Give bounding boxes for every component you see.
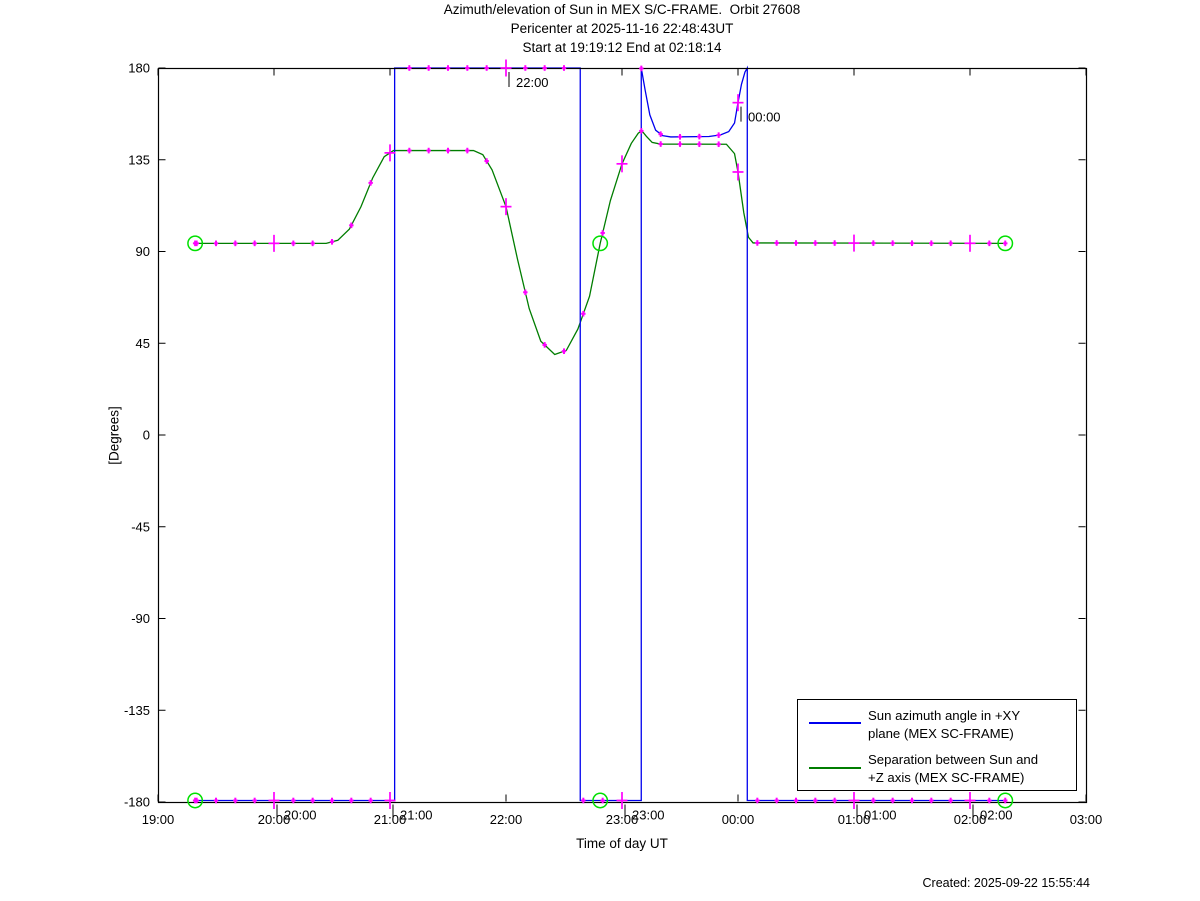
hour-annotation-label: 21:00 <box>400 808 433 823</box>
hour-annotation-label: 02:00 <box>980 808 1013 823</box>
azimuth-line <box>195 65 1006 802</box>
axis-box <box>157 67 1088 804</box>
event-circle-azimuth <box>187 792 204 809</box>
x-tick-label: 02:00 <box>954 812 987 827</box>
y-tick-label: 0 <box>143 428 150 443</box>
chart-subtitle-pericenter: Pericenter at 2025-11-16 22:48:43UT <box>510 21 734 36</box>
created-timestamp: Created: 2025-09-22 15:55:44 <box>922 876 1091 890</box>
legend-box: Sun azimuth angle in +XY plane (MEX SC-F… <box>797 699 1077 791</box>
x-axis-label: Time of day UT <box>576 836 668 851</box>
legend-azimuth-label: Sun azimuth angle in +XY plane (MEX SC-F… <box>868 707 1020 742</box>
x-tick-label: 01:00 <box>838 812 871 827</box>
event-circle-separation <box>592 235 609 252</box>
y-tick-label: -45 <box>131 519 150 534</box>
event-circle-separation <box>187 235 204 252</box>
x-tick-label: 23:00 <box>606 812 639 827</box>
hour-annotation-label: 01:00 <box>864 808 897 823</box>
x-tick-label: 20:00 <box>258 812 291 827</box>
hour-annotation-label: 23:00 <box>632 808 665 823</box>
x-tick-label: 19:00 <box>142 812 175 827</box>
hour-annotation-label: 00:00 <box>748 110 781 125</box>
legend-separation-label-line2: +Z axis (MEX SC-FRAME) <box>868 769 1025 785</box>
y-tick-label: -135 <box>124 703 150 718</box>
x-tick-label: 22:00 <box>490 812 523 827</box>
y-tick-label: 135 <box>128 152 150 167</box>
event-circle-azimuth <box>592 792 609 809</box>
event-circle-separation <box>997 235 1014 252</box>
event-circle-azimuth <box>997 792 1014 809</box>
legend-separation-line-sample <box>809 767 861 769</box>
legend-azimuth-line-sample <box>809 722 861 724</box>
y-tick-label: -90 <box>131 611 150 626</box>
legend-separation-label-line1: Separation between Sun and <box>868 752 1039 767</box>
y-tick-label: 90 <box>136 244 150 259</box>
hour-annotation-label: 22:00 <box>516 75 549 90</box>
legend-azimuth-label-line2: plane (MEX SC-FRAME) <box>868 725 1014 741</box>
chart-subtitle-startend: Start at 19:19:12 End at 02:18:14 <box>522 40 722 55</box>
y-axis-label: [Degrees] <box>106 406 122 465</box>
x-tick-label: 21:00 <box>374 812 407 827</box>
chart-title-block: Azimuth/elevation of Sun in MEX S/C-FRAM… <box>0 0 1200 57</box>
y-tick-label: -180 <box>124 795 150 810</box>
y-tick-label: 45 <box>136 336 150 351</box>
legend-azimuth-label-line1: Sun azimuth angle in +XY <box>868 708 1021 723</box>
legend-separation-label: Separation between Sun and +Z axis (MEX … <box>868 751 1038 786</box>
hour-annotation-label: 20:00 <box>284 808 317 823</box>
x-tick-label: 03:00 <box>1070 812 1103 827</box>
x-tick-label: 00:00 <box>722 812 755 827</box>
chart-title: Azimuth/elevation of Sun in MEX S/C-FRAM… <box>443 2 801 17</box>
y-tick-label: 180 <box>128 61 150 76</box>
separation-line <box>195 129 1006 356</box>
